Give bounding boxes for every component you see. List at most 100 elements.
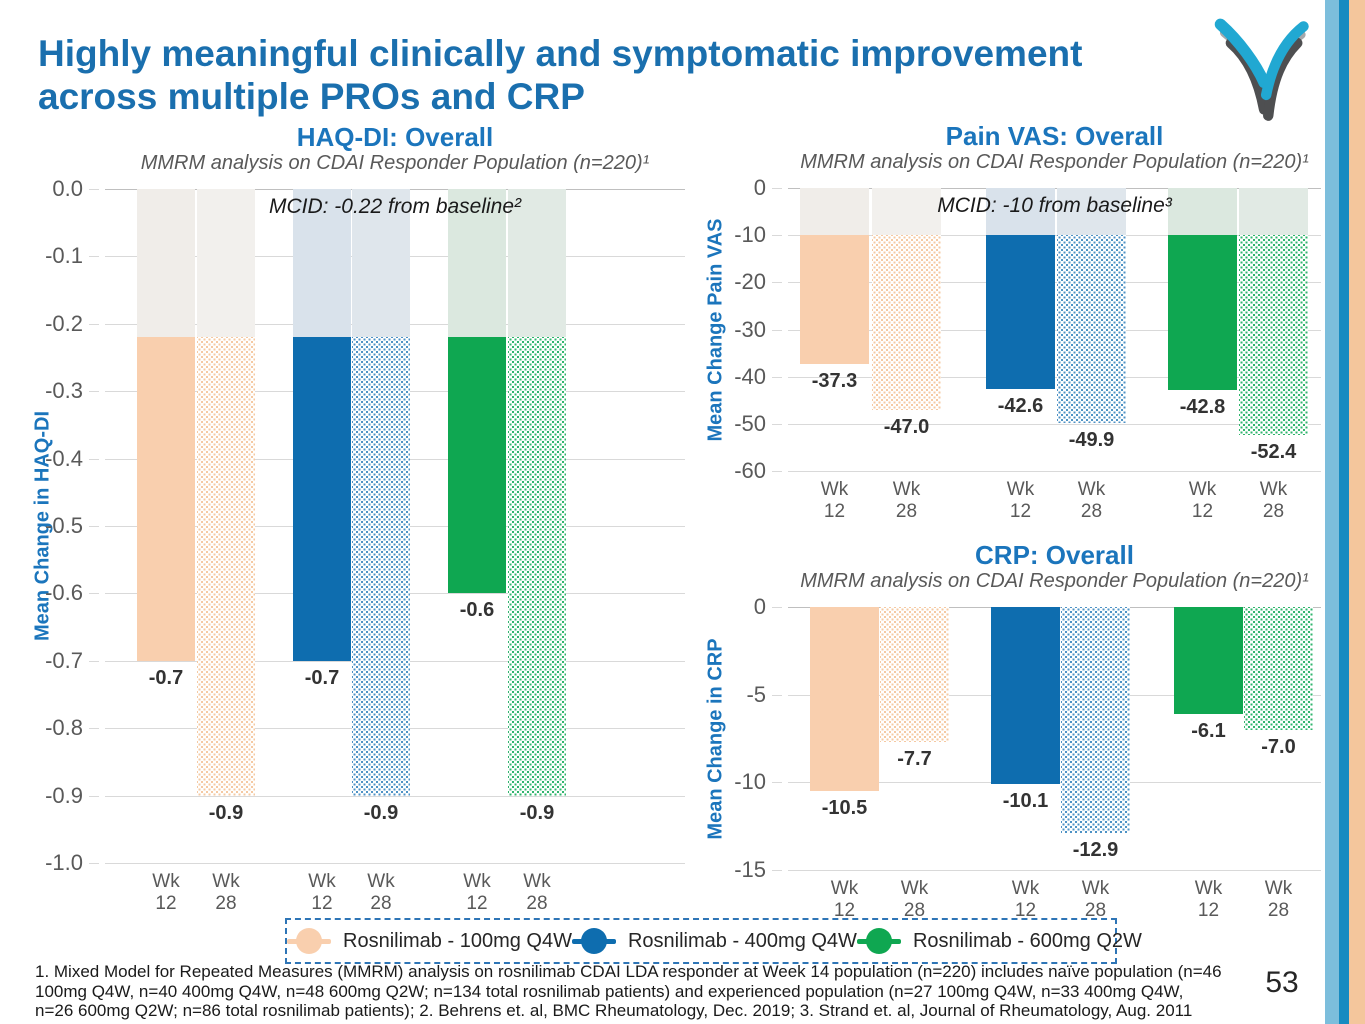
chart-haqdi-plot-area: 0.0 -0.1 -0.2 -0.3 -0.4 -0.5 -0.6 -0.7 -0.8 -0.9 -… [45,176,685,914]
bar-mcid-faded-segment [293,189,351,337]
y-axis-tick [89,593,99,594]
y-axis-tick-label: -10 [734,222,766,247]
y-axis-tick [772,188,782,189]
chart-crp-subtitle: MMRM analysis on CDAI Responder Populati… [800,570,1309,592]
y-axis-tick-label: -0.3 [45,378,83,403]
chart-crp: CRP: Overall MMRM analysis on CDAI Respo… [705,540,1321,921]
legend-marker-blue-icon [571,928,616,954]
y-axis-tick [89,661,99,662]
legend-item-100mg: Rosnilimab - 100mg Q4W [287,928,572,954]
y-axis-tick-label: -1.0 [45,850,83,875]
page-number: 53 [1265,966,1299,999]
y-axis-tick-label: -10 [734,769,766,794]
bar-value-label: -7.0 [1261,736,1296,758]
bar-mcid-faded-segment [1168,188,1237,235]
gridline [788,424,1321,425]
chart-painvas-mcid-annotation: MCID: -10 from baseline³ [937,194,1172,217]
y-axis-tick-label: -0.5 [45,513,83,538]
legend-item-400mg: Rosnilimab - 400mg Q4W [571,928,857,954]
x-axis-category-label: Wk 12 [1011,878,1040,921]
y-axis-tick-label: -40 [734,364,766,389]
bar-value-label: -47.0 [883,416,930,438]
bar-mcid-faded-segment [197,189,255,337]
legend-label: Rosnilimab - 600mg Q2W [912,929,1142,952]
x-axis-category-label: Wk 28 [900,878,929,921]
bar-value-label: -10.5 [821,797,868,819]
bar [1057,235,1126,423]
bar-mcid-faded-segment [800,188,869,235]
bar [986,235,1055,389]
x-axis-category-label: Wk 28 [1259,479,1288,522]
bar [137,337,195,661]
chart-haqdi-mcid-annotation: MCID: -0.22 from baseline² [268,195,522,218]
x-axis-category-label: Wk 28 [1264,878,1293,921]
bar-mcid-faded-segment [1239,188,1308,235]
y-axis-tick-label: -0.6 [45,580,83,605]
y-axis-tick-label: -0.7 [45,648,83,673]
y-axis-tick-label: -0.1 [45,243,83,268]
y-axis-tick-label: -0.2 [45,311,83,336]
bar [352,337,410,796]
x-axis-category-label: Wk 12 [1006,479,1035,522]
bar-value-label: -0.9 [363,802,399,824]
bar [448,337,506,593]
y-axis-tick [772,282,782,283]
y-axis-tick-label: -0.4 [45,446,83,471]
edge-stripe-peach [1349,0,1365,1024]
legend-label: Rosnilimab - 100mg Q4W [343,929,572,952]
y-axis-tick [89,459,99,460]
y-axis-tick [772,471,782,472]
footnote-line2: 100mg Q4W, n=40 400mg Q4W, n=48 600mg Q2… [35,981,1184,1001]
bar [810,607,879,791]
x-axis-category-label: Wk 28 [212,871,240,914]
bar [1061,607,1130,833]
y-axis-tick [89,189,99,190]
y-axis-tick-label: -0.8 [45,715,83,740]
bar-value-label: -7.7 [897,748,932,770]
chart-haqdi-title: HAQ-DI: Overall [296,122,494,152]
bar [880,607,949,742]
x-axis-category-label: Wk 28 [1081,878,1110,921]
bar-value-label: -0.9 [519,802,555,824]
y-axis-tick [89,526,99,527]
x-axis-category-label: Wk 28 [523,871,551,914]
y-axis-tick [89,863,99,864]
x-axis-category-label: Wk 12 [820,479,849,522]
slide-title-line1: Highly meaningful clinically and symptom… [38,33,1083,74]
y-axis-tick-label: -5 [746,682,766,707]
y-axis-tick-label: 0 [753,175,766,200]
bar-mcid-faded-segment [986,188,1055,235]
bar [1239,235,1308,435]
chart-crp-title: CRP: Overall [975,540,1134,570]
edge-stripe-dark-blue [1339,0,1349,1024]
y-axis-tick-label: -30 [734,317,766,342]
x-axis-category-label: Wk 12 [463,871,491,914]
y-axis-tick [772,377,782,378]
y-axis-tick [772,695,782,696]
y-axis-tick [772,607,782,608]
chart-crp-y-axis-label: Mean Change in CRP [704,637,727,840]
bar [1174,607,1243,714]
y-axis-tick [772,235,782,236]
legend-label: Rosnilimab - 400mg Q4W [627,929,857,952]
y-axis-tick [89,391,99,392]
chart-crp-plot-area: 0 -5 -10 -15 -10.5 Wk 12 -7.7 Wk 28 -10.1 Wk 12 -1… [734,594,1321,921]
y-axis-tick [89,324,99,325]
x-axis-category-label: Wk 12 [308,871,336,914]
bar [293,337,351,661]
bar-mcid-faded-segment [352,189,410,337]
footnote-line3: n=26 600mg Q2W; n=86 total rosnilimab pa… [35,1001,1193,1020]
bar-value-label: -12.9 [1072,839,1119,861]
x-axis-category-label: Wk 12 [152,871,180,914]
slide-title: Highly meaningful clinically and symptom… [38,32,1198,118]
gridline [788,870,1321,871]
y-axis-tick-label: -60 [734,458,766,483]
logo-v-icon [1214,18,1309,121]
x-axis-category-label: Wk 28 [892,479,921,522]
legend-marker-green-icon [856,928,901,954]
company-logo [1210,16,1314,129]
y-axis-tick [89,256,99,257]
bar [1244,607,1313,730]
bar-mcid-faded-segment [508,189,566,337]
